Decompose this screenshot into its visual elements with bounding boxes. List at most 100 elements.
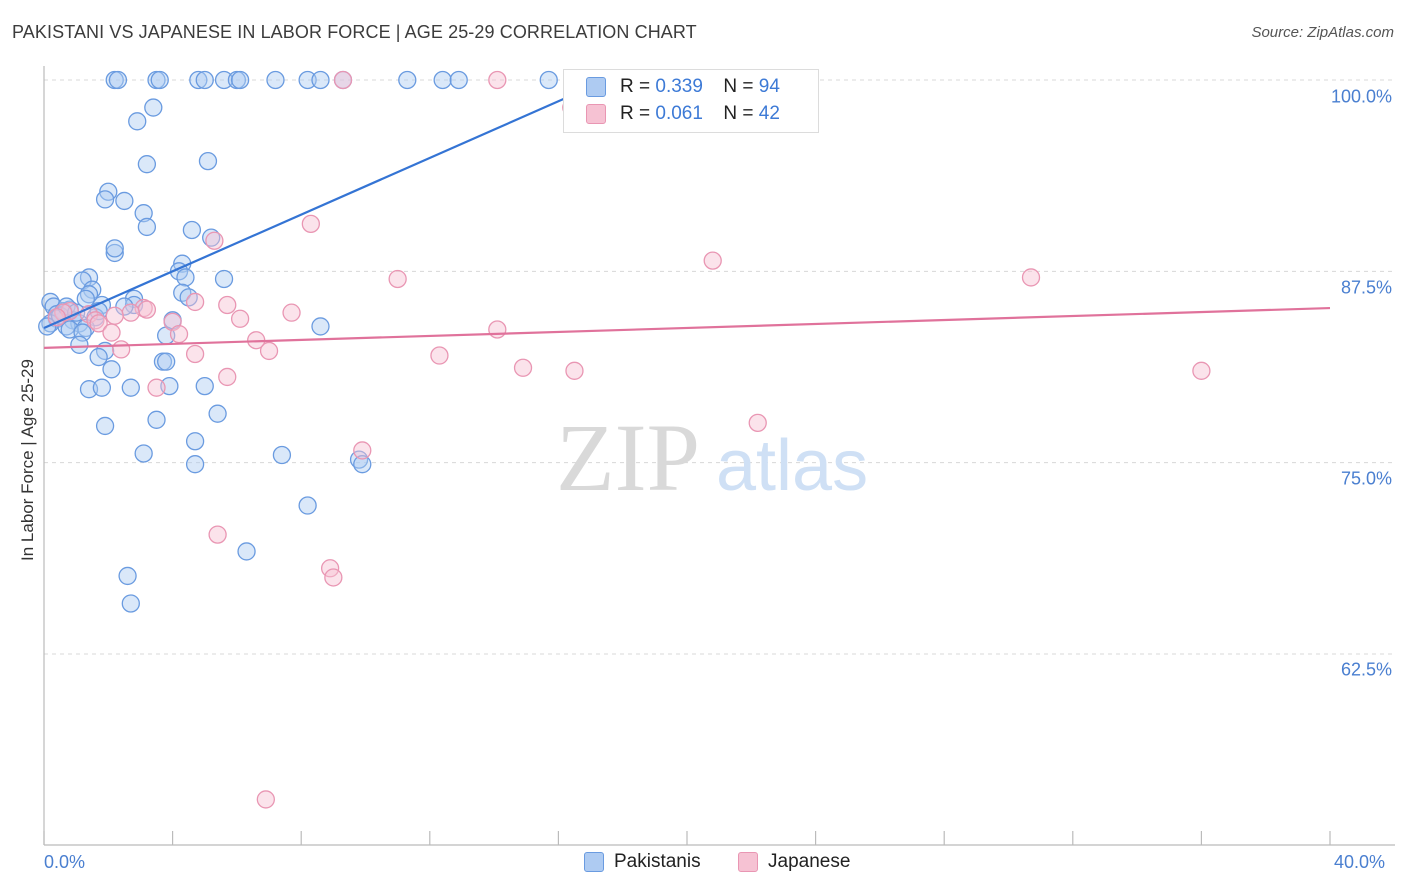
japanese-point	[748, 413, 767, 433]
legend-swatch-pink	[738, 852, 758, 872]
japanese-point	[353, 441, 372, 460]
watermark-atlas: atlas	[716, 426, 868, 506]
legend-n-label: N =	[723, 103, 754, 124]
pakistani-point	[157, 352, 176, 371]
pakistani-point	[185, 432, 205, 451]
pakistani-point	[108, 70, 128, 90]
japanese-point	[282, 303, 301, 322]
pakistani-point	[105, 239, 124, 258]
japanese-point	[169, 324, 189, 344]
japanese-point	[301, 214, 320, 234]
pakistani-point	[118, 566, 137, 586]
pakistani-point	[539, 70, 558, 90]
japanese-point	[324, 568, 343, 587]
correlation-legend: R = 0.339 N = 94 R = 0.061 N = 42	[563, 69, 819, 133]
japanese-point	[102, 323, 121, 342]
pakistani-point	[189, 70, 208, 90]
legend-row-japanese: R = 0.061 N = 42	[586, 101, 780, 127]
pakistani-point	[115, 191, 134, 211]
japanese-point	[208, 525, 227, 544]
pakistani-point	[230, 70, 250, 90]
japanese-point	[147, 378, 166, 397]
legend-row-pakistanis: R = 0.339 N = 94	[586, 74, 780, 100]
chart-title: PAKISTANI VS JAPANESE IN LABOR FORCE | A…	[12, 22, 697, 42]
pakistani-point	[89, 347, 108, 367]
watermark-zip: ZIP	[556, 404, 700, 511]
pakistani-point	[433, 70, 452, 90]
pakistani-trend-line	[43, 78, 608, 329]
pakistani-point	[95, 190, 115, 209]
pakistani-point	[128, 112, 147, 131]
pakistani-point	[144, 98, 163, 117]
pakistani-point	[198, 151, 218, 171]
y-tick-label: 100.0%	[1330, 86, 1392, 107]
x-tick-min: 0.0%	[44, 852, 86, 872]
japanese-point	[1021, 268, 1041, 287]
legend-r-label: R =	[620, 76, 651, 97]
pakistani-point	[121, 378, 140, 397]
pakistani-point	[202, 228, 221, 247]
pakistani-point	[134, 444, 153, 463]
y-tick-label: 62.5%	[1340, 659, 1392, 680]
japanese-trend-line	[43, 306, 1331, 349]
japanese-point	[89, 314, 108, 333]
pakistani-point	[95, 416, 115, 436]
japanese-point	[256, 790, 275, 809]
pakistani-point	[208, 404, 227, 423]
legend-n-value: 94	[758, 76, 780, 97]
japanese-point	[259, 341, 279, 361]
japanese-point	[703, 251, 722, 270]
x-tick-max: 40.0%	[1334, 852, 1386, 872]
pakistani-point	[137, 155, 157, 174]
pakistani-point	[134, 204, 153, 223]
pakistani-point	[195, 70, 214, 90]
japanese-point	[218, 295, 237, 315]
pakistani-point	[237, 542, 256, 561]
japanese-point	[112, 340, 131, 359]
japanese-point	[513, 358, 533, 377]
legend-label-japanese: Japanese	[768, 851, 851, 872]
japanese-point	[565, 361, 584, 380]
legend-r-label: R =	[620, 103, 651, 124]
japanese-point	[430, 346, 449, 365]
japanese-point	[488, 320, 507, 339]
bottom-legend-pakistanis[interactable]: Pakistanis	[584, 851, 701, 873]
legend-n-label: N =	[723, 76, 754, 97]
legend-swatch-blue	[586, 77, 606, 97]
legend-r-value: 0.339	[655, 76, 703, 97]
japanese-point	[121, 303, 140, 322]
pakistani-point	[137, 217, 157, 237]
pakistani-point	[185, 455, 205, 474]
pakistani-point	[105, 243, 124, 263]
japanese-point	[388, 269, 407, 289]
japanese-point	[230, 309, 250, 328]
pakistani-point	[272, 445, 292, 465]
pakistani-point	[176, 268, 195, 287]
pakistani-point	[353, 455, 372, 474]
legend-swatch-blue	[584, 852, 604, 872]
legend-r-value: 0.061	[655, 103, 703, 124]
pakistani-point	[214, 70, 234, 90]
bottom-legend-japanese[interactable]: Japanese	[738, 851, 850, 873]
pakistani-point	[449, 70, 468, 90]
pakistani-point	[298, 70, 317, 90]
legend-label-pakistanis: Pakistanis	[614, 851, 701, 872]
pakistani-point	[311, 317, 330, 336]
japanese-point	[488, 70, 507, 90]
japanese-point	[1192, 361, 1211, 380]
pakistani-point	[214, 269, 234, 289]
pakistani-point	[76, 289, 95, 309]
japanese-point	[185, 344, 205, 364]
y-tick-label: 87.5%	[1340, 277, 1392, 298]
pakistani-point	[398, 70, 417, 90]
pakistani-point	[150, 70, 169, 90]
pakistani-point	[102, 360, 121, 379]
japanese-point	[333, 70, 353, 90]
legend-n-value: 42	[758, 103, 780, 124]
japanese-point	[105, 306, 124, 325]
pakistani-point	[298, 496, 317, 515]
japanese-point	[137, 300, 157, 319]
pakistani-point	[121, 594, 140, 613]
pakistani-point	[266, 70, 285, 90]
